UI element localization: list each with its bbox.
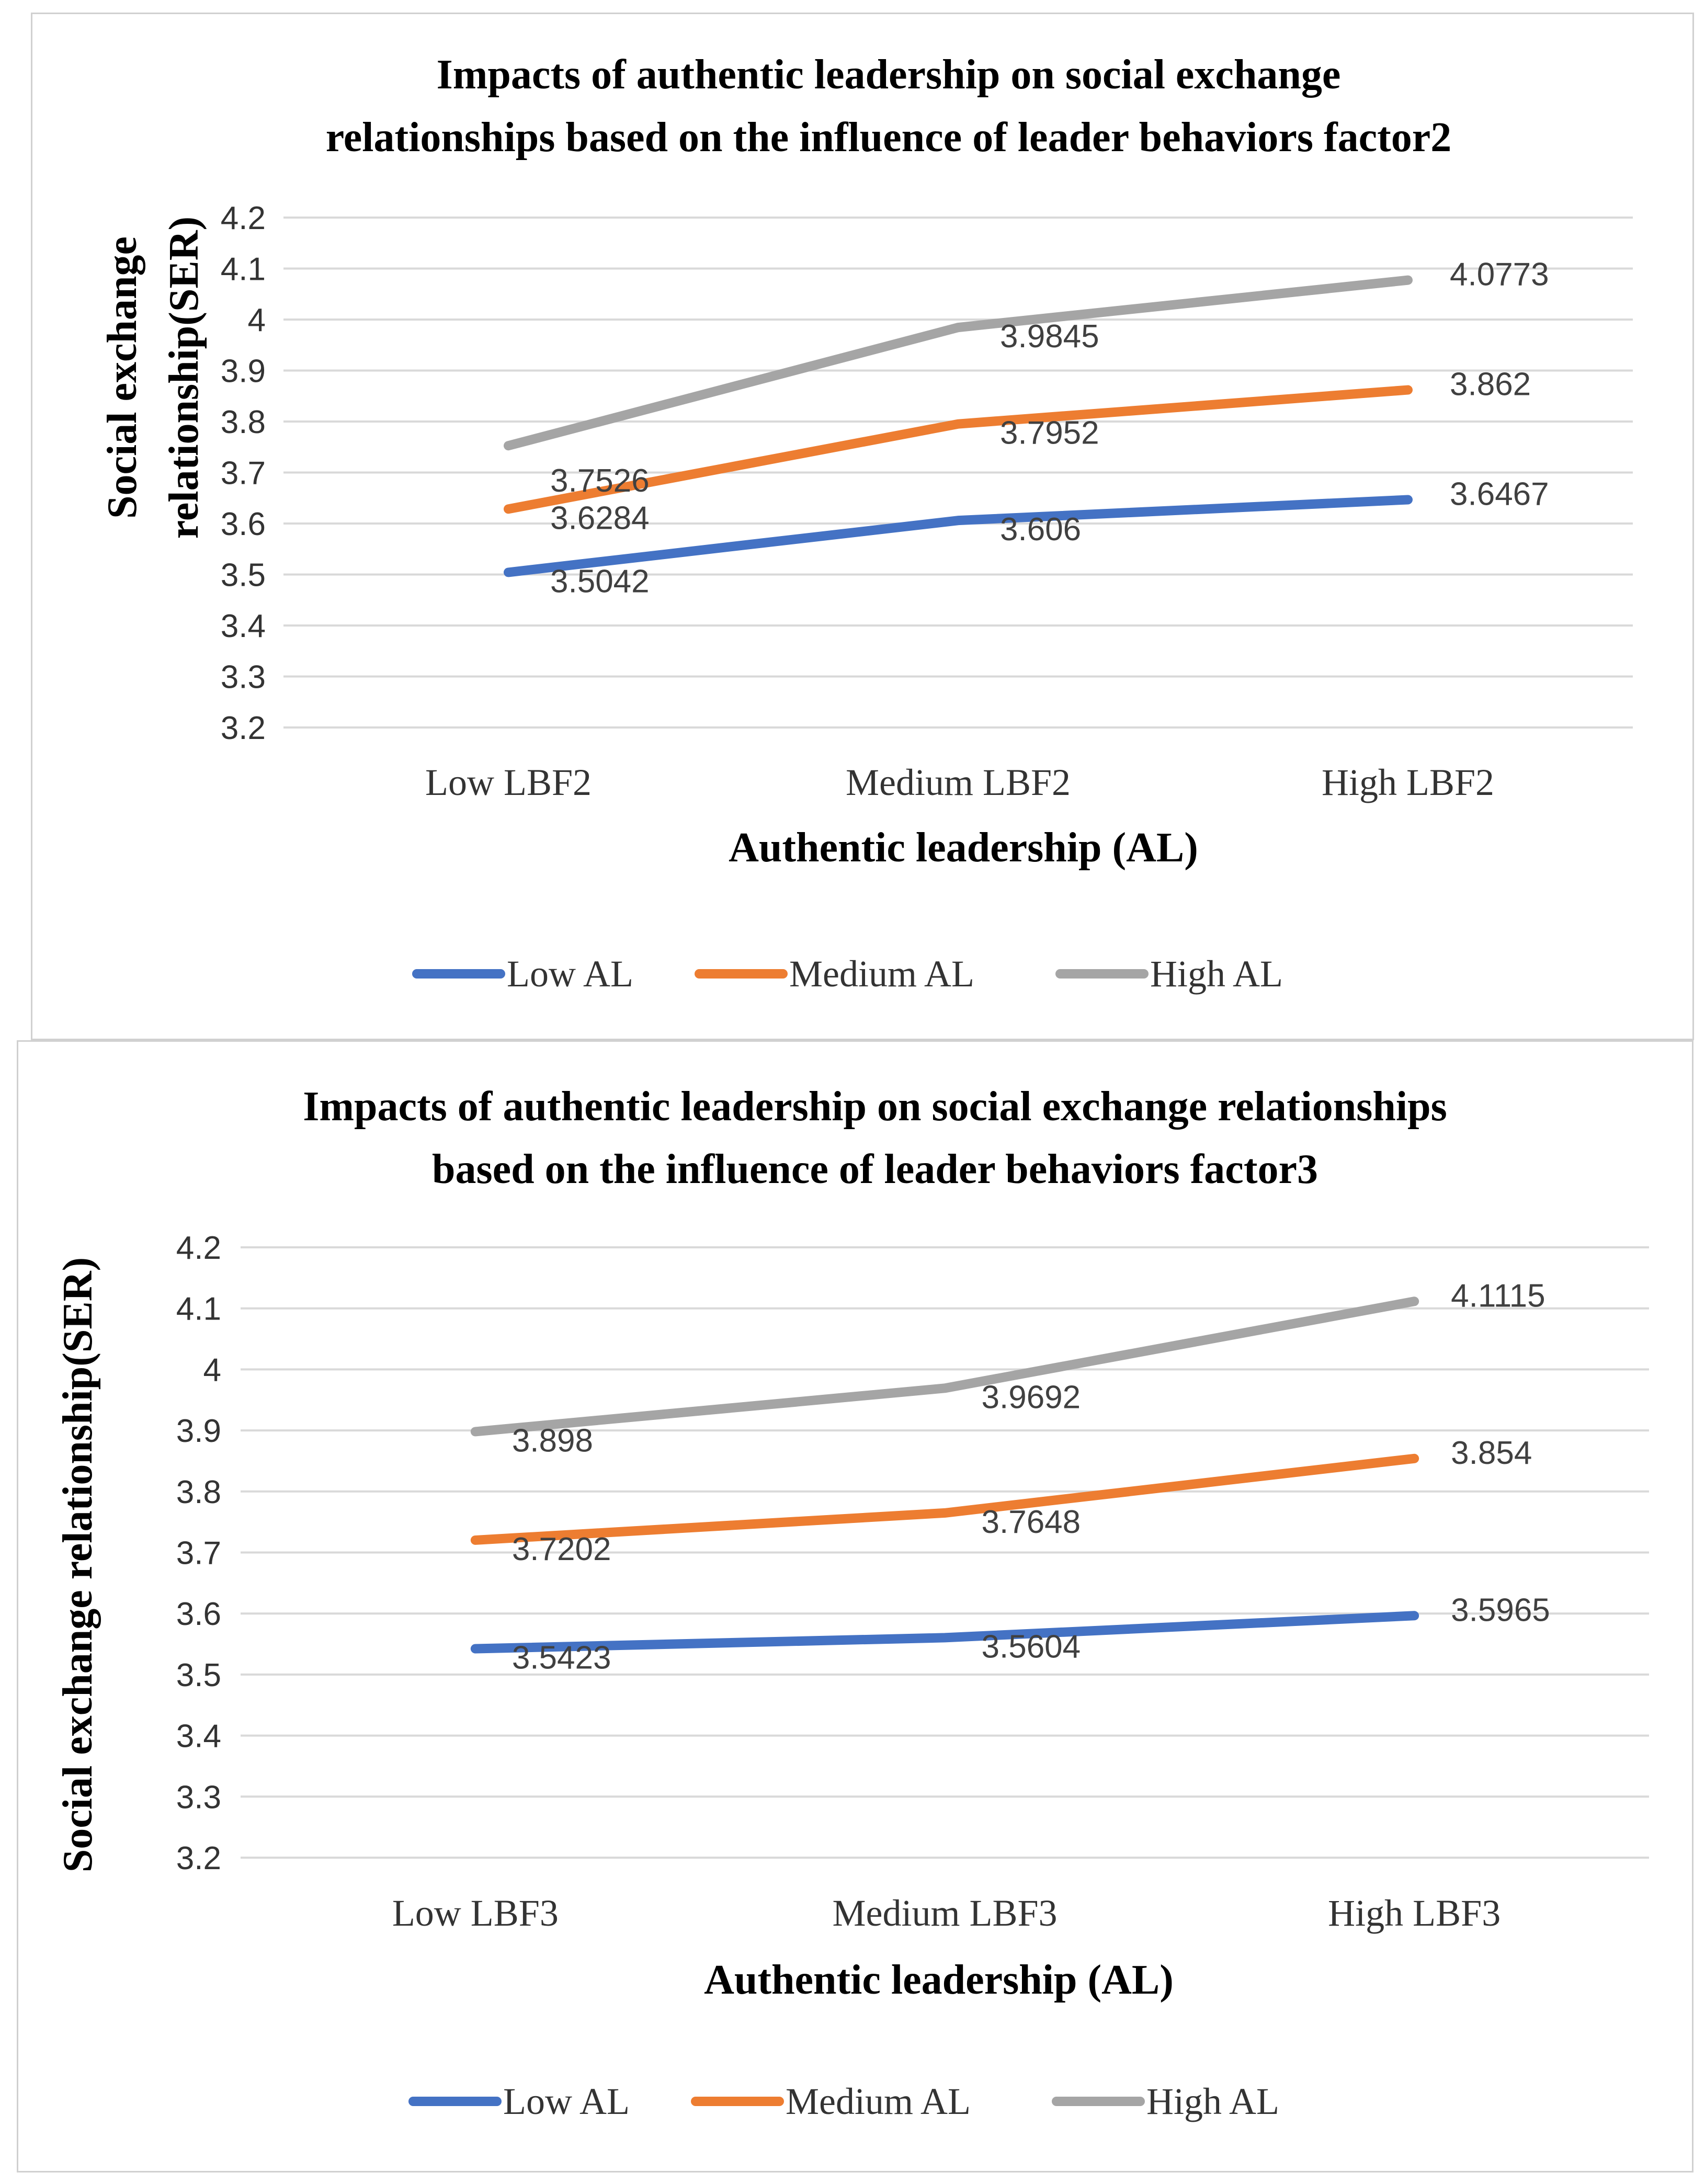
data-label: 3.6467 <box>1450 476 1549 512</box>
series-line-low-al <box>504 495 1413 577</box>
y-tick-label: 3.9 <box>176 1413 221 1449</box>
series-lines <box>470 1296 1419 1654</box>
y-axis-ticks: 3.2 3.3 3.4 3.5 3.6 3.7 3.8 3.9 4 4.1 4.2 <box>221 200 266 746</box>
y-tick-label: 3.5 <box>221 558 266 594</box>
x-category-label: Low LBF3 <box>392 1892 559 1934</box>
data-label: 3.9692 <box>982 1379 1081 1415</box>
data-label: 3.6284 <box>550 500 650 536</box>
legend-label: Medium AL <box>786 2080 971 2122</box>
y-tick-label: 3.2 <box>176 1840 221 1876</box>
y-tick-label: 3.7 <box>176 1535 221 1572</box>
y-tick-label: 4 <box>248 302 266 338</box>
legend-item: Low AL <box>408 2080 630 2122</box>
series-line-low-al <box>470 1611 1419 1654</box>
data-labels: 3.5423 3.5604 3.5965 3.7202 3.7648 3.854 3.898… <box>512 1278 1550 1676</box>
data-label: 3.5423 <box>512 1640 611 1676</box>
y-tick-label: 3.9 <box>221 354 266 390</box>
y-axis-title-line-1: Social exchange <box>99 236 145 519</box>
data-label: 4.0773 <box>1450 257 1549 293</box>
y-tick-label: 4 <box>203 1352 221 1388</box>
x-category-label: Medium LBF2 <box>846 761 1071 803</box>
gridlines <box>241 1246 1649 1859</box>
x-axis-title: Authentic leadership (AL) <box>704 1957 1174 2003</box>
y-tick-label: 3.3 <box>221 659 266 696</box>
chart-panel-lbf2: Impacts of authentic leadership on socia… <box>31 13 1694 1040</box>
y-tick-label: 3.8 <box>176 1474 221 1510</box>
legend-item: Low AL <box>412 953 633 995</box>
data-label: 3.606 <box>1000 511 1081 548</box>
x-category-label: Low LBF2 <box>425 761 592 803</box>
legend-item: Medium AL <box>691 2080 971 2122</box>
x-axis-categories: Low LBF3 Medium LBF3 High LBF3 <box>392 1892 1501 1934</box>
chart-title-line-1: Impacts of authentic leadership on socia… <box>303 1084 1447 1130</box>
x-category-label: Medium LBF3 <box>832 1892 1057 1934</box>
series-lines <box>504 275 1413 577</box>
y-axis-title-line-2: relationship(SER) <box>161 217 207 539</box>
x-category-label: High LBF2 <box>1322 761 1494 803</box>
y-tick-label: 4.1 <box>176 1291 221 1327</box>
data-label: 3.9845 <box>1000 318 1099 355</box>
chart-title-line-2: based on the influence of leader behavio… <box>432 1146 1318 1192</box>
y-tick-label: 3.6 <box>221 506 266 542</box>
y-tick-label: 4.2 <box>221 200 266 236</box>
legend-label: High AL <box>1150 953 1283 995</box>
legend-label: Low AL <box>507 953 633 995</box>
series-line-medium-al <box>470 1453 1419 1545</box>
x-axis-categories: Low LBF2 Medium LBF2 High LBF2 <box>425 761 1494 803</box>
y-tick-label: 3.2 <box>221 710 266 746</box>
chart-title-line-1: Impacts of authentic leadership on socia… <box>437 52 1341 98</box>
data-label: 3.7202 <box>512 1531 611 1567</box>
y-axis-title-line-1: Social exchange relationship(SER) <box>55 1257 101 1872</box>
data-label: 3.5604 <box>982 1629 1081 1665</box>
legend-label: Low AL <box>503 2080 630 2122</box>
y-axis-ticks: 3.2 3.3 3.4 3.5 3.6 3.7 3.8 3.9 4 4.1 4.2 <box>176 1230 221 1876</box>
y-tick-label: 3.7 <box>221 456 266 492</box>
chart-title-line-2: relationships based on the influence of … <box>326 115 1452 161</box>
data-label: 3.862 <box>1450 367 1531 403</box>
y-axis-title: Social exchange relationship(SER) <box>55 1257 101 1872</box>
line-chart-lbf2: Impacts of authentic leadership on socia… <box>99 52 1633 995</box>
y-tick-label: 3.5 <box>176 1657 221 1693</box>
legend-label: High AL <box>1146 2080 1279 2122</box>
y-tick-label: 3.4 <box>176 1719 221 1755</box>
data-label: 3.7648 <box>982 1504 1081 1540</box>
data-label: 3.898 <box>512 1423 593 1459</box>
data-label: 3.5042 <box>550 563 650 599</box>
legend-label: Medium AL <box>789 953 974 995</box>
y-tick-label: 3.3 <box>176 1779 221 1815</box>
legend-item: Medium AL <box>695 953 974 995</box>
line-chart-lbf3: Impacts of authentic leadership on socia… <box>55 1084 1649 2122</box>
legend-item: High AL <box>1055 953 1283 995</box>
data-label: 3.7952 <box>1000 415 1099 451</box>
data-label: 3.5965 <box>1451 1592 1550 1628</box>
legend-item: High AL <box>1052 2080 1279 2122</box>
legend: Low AL Medium AL High AL <box>408 2080 1279 2122</box>
data-label: 3.854 <box>1451 1435 1532 1471</box>
chart-panel-lbf3: Impacts of authentic leadership on socia… <box>17 1040 1693 2172</box>
y-tick-label: 4.2 <box>176 1230 221 1266</box>
data-labels: 3.5042 3.606 3.6467 3.6284 3.7952 3.862 3.7526… <box>550 257 1549 600</box>
data-label: 4.1115 <box>1451 1278 1545 1314</box>
y-tick-label: 3.8 <box>221 404 266 440</box>
y-axis-title: Social exchange relationship(SER) <box>99 217 207 539</box>
gridlines <box>283 217 1633 729</box>
y-tick-label: 3.6 <box>176 1596 221 1632</box>
series-line-high-al <box>504 275 1413 451</box>
series-line-high-al <box>470 1296 1419 1437</box>
legend: Low AL Medium AL High AL <box>412 953 1283 995</box>
x-category-label: High LBF3 <box>1328 1892 1501 1934</box>
data-label: 3.7526 <box>550 463 650 499</box>
y-tick-label: 4.1 <box>221 252 266 288</box>
y-tick-label: 3.4 <box>221 608 266 644</box>
series-line-medium-al <box>504 385 1413 514</box>
x-axis-title: Authentic leadership (AL) <box>729 825 1198 871</box>
